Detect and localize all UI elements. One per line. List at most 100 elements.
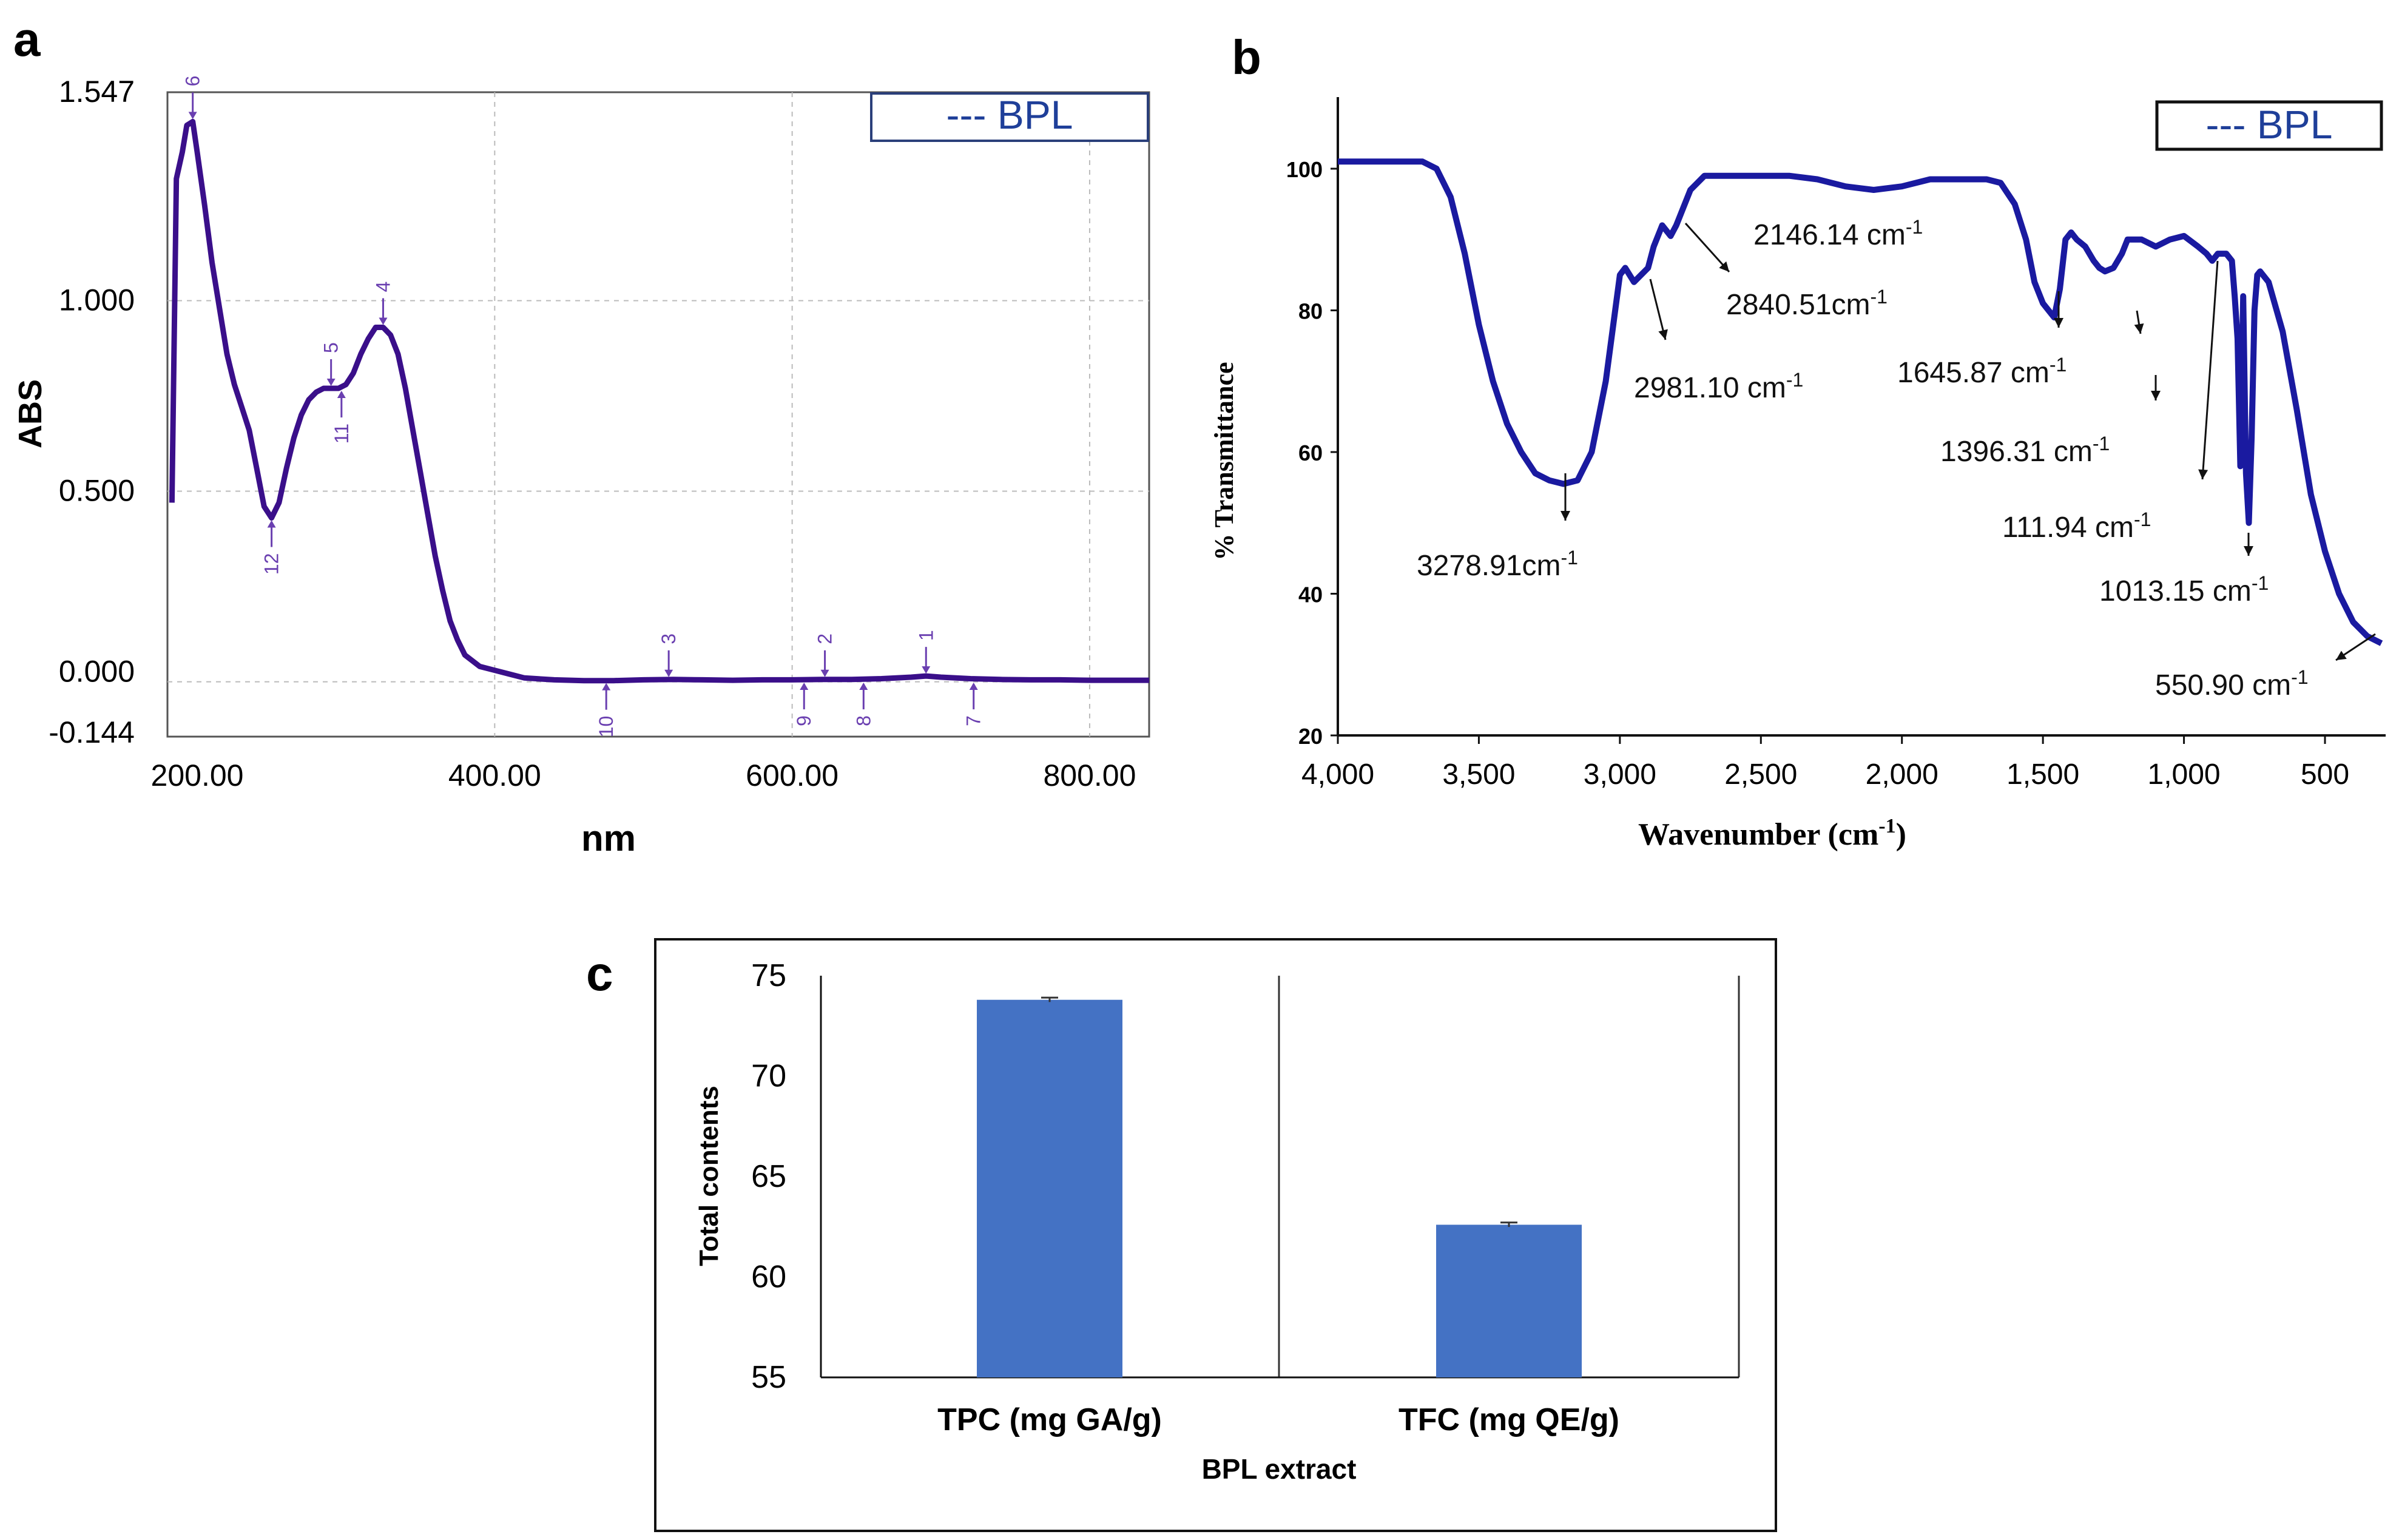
peak-marker-arrowhead: [969, 683, 978, 691]
panel-b-y-tick-label: 20: [1298, 724, 1323, 749]
panel-a-legend: [870, 92, 1149, 142]
panel-b-annotation-arrows: [1561, 222, 2376, 661]
annotation-label-7: 111.94 cm-1: [2002, 508, 2151, 544]
panel-b-y-tick-label: 40: [1298, 583, 1323, 607]
panel-b-x-axis-label-text: Wavenumber (cm: [1638, 817, 1878, 852]
category-label: TPC (mg GA/g): [937, 1402, 1162, 1437]
panel-a-plot-frame: [166, 91, 1150, 738]
panel-a-y-tick-label: -0.144: [49, 715, 135, 749]
peak-marker-label: 12: [261, 553, 283, 575]
bar-tpc: [977, 999, 1122, 1377]
annotation-arrowhead: [2134, 323, 2144, 334]
peak-marker-arrowhead: [602, 683, 611, 691]
peak-marker-arrowhead: [800, 683, 809, 691]
annotation-arrowhead: [1658, 329, 1668, 340]
panel-a-x-tick-label: 200.00: [151, 758, 244, 792]
panel-a-x-axis-label: nm: [581, 818, 636, 859]
panel-a-y-tick-label: 1.000: [59, 283, 135, 317]
panel-b-x-tick-label: 500: [2301, 758, 2349, 791]
panel-label-a: a: [13, 12, 41, 66]
annotation-arrow-shaft: [1649, 279, 1667, 340]
panel-label-c: c: [586, 947, 613, 1001]
panel-a-y-tick-label: 0.000: [59, 655, 135, 689]
panel-b-series-line-BPL: [1338, 158, 2383, 646]
annotation-label-sup: -1: [2252, 572, 2269, 594]
annotation-label-sup: -1: [2134, 508, 2151, 530]
panel-b-legend-label: --- BPL: [2205, 102, 2332, 147]
panel-b-y-tick-label: 80: [1298, 299, 1323, 324]
panel-a-x-tick-label: 800.00: [1043, 758, 1136, 792]
annotation-label-sup: -1: [2050, 354, 2067, 376]
annotation-label-text: 550.90 cm: [2155, 669, 2291, 701]
panel-b-x-tick-label: 3,500: [1442, 758, 1515, 791]
panel-b-tick-labels: 4,000 3,500 3,000 2,500 2,000 1,500 1,000 500 20…: [1286, 157, 2349, 791]
annotation-arrow-2: [1649, 279, 1668, 340]
panel-b-x-tick-label: 1,000: [2148, 758, 2221, 791]
annotation-arrow-9: [2335, 633, 2376, 661]
peak-marker-1: 1: [915, 630, 937, 674]
peak-marker-label: 11: [331, 424, 353, 444]
panel-a-y-axis-label: ABS: [12, 379, 49, 448]
panel-a-tick-labels: 200.00 400.00 600.00 800.00 -0.144 0.000 0.500…: [49, 75, 1136, 792]
annotation-label-8: 1013.15 cm-1: [2099, 572, 2269, 607]
annotation-label-4: 2146.14 cm-1: [1753, 216, 1923, 251]
peak-marker-10: 10: [595, 683, 617, 738]
panel-a-x-tick-label: 400.00: [448, 758, 541, 792]
panel-b-x-axis-label: Wavenumber (cm-1): [1638, 815, 1906, 852]
annotation-label-1: 3278.91cm-1: [1417, 547, 1578, 582]
peak-marker-6: 6: [182, 76, 204, 120]
peak-marker-arrowhead: [859, 683, 868, 691]
annotation-arrow-shaft: [2201, 260, 2219, 480]
annotation-label-text: 1396.31 cm: [1940, 436, 2093, 468]
annotation-label-sup: -1: [2291, 666, 2308, 688]
annotation-arrow-6: [2151, 375, 2161, 400]
annotation-label-9: 550.90 cm-1: [2155, 666, 2309, 701]
panel-b-legend: [2155, 100, 2383, 151]
annotation-label-sup: -1: [1786, 369, 1803, 391]
annotation-arrowhead: [2151, 391, 2161, 400]
panel-c-y-tick-label: 65: [751, 1159, 786, 1194]
peak-marker-8: 8: [852, 683, 874, 726]
annotation-arrowhead: [2054, 318, 2063, 328]
panel-label-b: b: [1232, 30, 1261, 84]
annotation-label-text: 3278.91cm: [1417, 550, 1561, 582]
annotation-label-sup: -1: [1561, 547, 1578, 569]
annotation-arrow-3: [1684, 222, 1730, 273]
panel-c-y-tick-label: 55: [751, 1360, 786, 1395]
panel-a-y-tick-label: 1.547: [59, 75, 135, 109]
panel-b-x-tick-label: 3,000: [1584, 758, 1656, 791]
peak-marker-label: 2: [814, 633, 836, 644]
annotation-arrow-7: [2198, 260, 2219, 480]
peak-marker-4: 4: [372, 282, 394, 325]
peak-marker-2: 2: [814, 633, 836, 677]
annotation-label-sup: -1: [1871, 286, 1888, 308]
panel-a-uv-vis-chart: a 200.00 400.00 600.00 800.00 -0.144 0.000 0.5…: [12, 12, 1150, 859]
panel-a-legend-label: --- BPL: [946, 92, 1073, 137]
peak-marker-5: 5: [320, 342, 342, 386]
panel-b-x-tick-label: 1,500: [2006, 758, 2079, 791]
panel-c-y-tick-label: 75: [751, 958, 786, 993]
peak-marker-arrowhead: [922, 666, 931, 674]
peak-marker-arrowhead: [326, 378, 336, 386]
peak-marker-label: 4: [372, 282, 394, 292]
panel-c-chart-frame: [654, 938, 1777, 1532]
panel-a-y-tick-label: 0.500: [59, 474, 135, 508]
peak-marker-label: 6: [182, 76, 204, 87]
peak-marker-arrowhead: [664, 669, 673, 677]
peak-marker-7: 7: [963, 683, 985, 726]
panel-c-y-axis-label: Total contents: [694, 1086, 724, 1266]
peak-marker-label: 10: [595, 716, 617, 738]
peak-marker-label: 8: [852, 715, 874, 726]
panel-a-series-line-BPL: [169, 118, 1149, 684]
annotation-label-5: 1645.87 cm-1: [1897, 354, 2067, 389]
annotation-arrow-5: [2134, 310, 2144, 334]
category-label: TFC (mg QE/g): [1399, 1402, 1619, 1437]
panel-c-bars: TPC (mg GA/g) TFC (mg QE/g): [937, 996, 1619, 1437]
panel-c-y-tick-label: 60: [751, 1260, 786, 1295]
panel-b-x-tick-label: 2,000: [1866, 758, 1938, 791]
panel-c-x-axis-label: BPL extract: [1202, 1453, 1357, 1485]
peak-marker-11: 11: [331, 390, 353, 444]
